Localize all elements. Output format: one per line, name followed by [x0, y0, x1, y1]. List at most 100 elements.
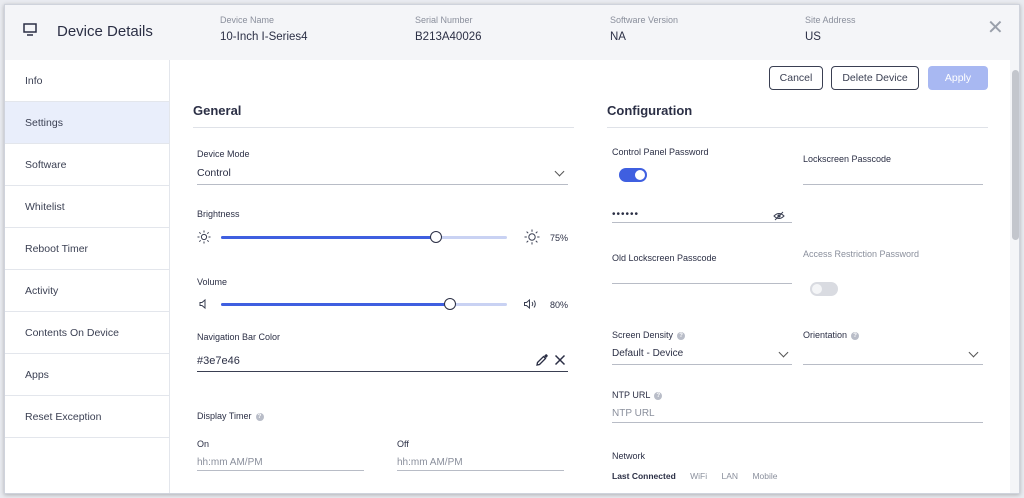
underline — [612, 222, 792, 223]
timer-on-input[interactable]: hh:mm AM/PM — [197, 457, 263, 468]
screen-density-label: Screen Density? — [612, 330, 686, 340]
chevron-down-icon[interactable] — [778, 347, 789, 358]
device-details-window: Device Details Device Name 10-Inch I-Ser… — [4, 4, 1020, 494]
header: Device Details Device Name 10-Inch I-Ser… — [5, 5, 1019, 60]
volume-slider-fill — [221, 303, 450, 306]
sidebar-item-contents-on-device[interactable]: Contents On Device — [5, 312, 169, 354]
volume-slider-handle[interactable] — [443, 298, 456, 310]
help-icon[interactable]: ? — [677, 331, 686, 340]
sidebar: Info Settings Software Whitelist Reboot … — [5, 60, 170, 493]
meta-site-address: Site Address US — [805, 15, 856, 43]
meta-label: Serial Number — [415, 15, 473, 25]
volume-low-icon — [198, 297, 210, 315]
device-mode-select[interactable]: Control — [197, 167, 231, 179]
configuration-section-title: Configuration — [607, 103, 693, 118]
scrollbar-thumb[interactable] — [1012, 70, 1019, 240]
network-tabs: Last Connected WiFi LAN Mobile — [612, 471, 789, 481]
divider — [607, 127, 988, 128]
chevron-down-icon[interactable] — [554, 166, 565, 177]
meta-software-version: Software Version NA — [610, 15, 678, 43]
control-panel-password-label: Control Panel Password — [612, 147, 709, 157]
underline — [197, 470, 364, 471]
underline — [197, 184, 568, 185]
brightness-slider-fill — [221, 236, 436, 239]
tab-mobile[interactable]: Mobile — [752, 471, 778, 481]
volume-value: 80% — [550, 300, 569, 310]
volume-label: Volume — [197, 277, 228, 287]
nav-bar-color-input[interactable]: #3e7e46 — [197, 355, 240, 367]
sidebar-item-activity[interactable]: Activity — [5, 270, 169, 312]
ntp-url-label-text: NTP URL — [612, 390, 651, 400]
divider — [193, 127, 574, 128]
sidebar-item-reboot-timer[interactable]: Reboot Timer — [5, 228, 169, 270]
ntp-url-input[interactable]: NTP URL — [612, 408, 655, 419]
sidebar-item-settings[interactable]: Settings — [5, 102, 169, 144]
meta-value: 10-Inch I-Series4 — [220, 31, 308, 43]
access-restriction-password-label: Access Restriction Password — [803, 249, 920, 259]
volume-high-icon — [523, 297, 539, 315]
volume-slider[interactable] — [221, 298, 507, 310]
tab-last-connected[interactable]: Last Connected — [612, 471, 676, 481]
help-icon[interactable]: ? — [851, 331, 860, 340]
control-panel-password-input[interactable]: •••••• — [612, 209, 640, 220]
page-title: Device Details — [57, 23, 153, 40]
clear-icon[interactable] — [554, 353, 566, 371]
nav-bar-color-label: Navigation Bar Color — [197, 332, 281, 342]
ntp-url-label: NTP URL? — [612, 390, 663, 400]
brightness-high-icon — [524, 229, 540, 250]
old-lockscreen-passcode-input[interactable] — [612, 283, 792, 284]
underline — [803, 364, 983, 365]
brightness-low-icon — [197, 230, 211, 249]
brightness-slider-handle[interactable] — [429, 231, 442, 243]
orientation-label: Orientation? — [803, 330, 860, 340]
brightness-label: Brightness — [197, 209, 240, 219]
sidebar-item-apps[interactable]: Apps — [5, 354, 169, 396]
access-restriction-toggle[interactable] — [810, 282, 838, 296]
timer-off-input[interactable]: hh:mm AM/PM — [397, 457, 463, 468]
close-icon[interactable]: ✕ — [987, 17, 1004, 39]
orientation-label-text: Orientation — [803, 330, 848, 340]
display-timer-label-text: Display Timer — [197, 411, 252, 421]
display-timer-label: Display Timer? — [197, 411, 264, 421]
help-icon[interactable]: ? — [255, 412, 264, 421]
underline — [612, 422, 983, 423]
network-label: Network — [612, 451, 646, 461]
meta-value: US — [805, 31, 821, 43]
meta-label: Site Address — [805, 15, 856, 25]
meta-label: Device Name — [220, 15, 275, 25]
scrollbar[interactable] — [1010, 60, 1019, 493]
meta-serial-number: Serial Number B213A40026 — [415, 15, 482, 43]
cancel-button[interactable]: Cancel — [769, 66, 823, 90]
lockscreen-passcode-label: Lockscreen Passcode — [803, 154, 892, 164]
toggle-knob — [812, 284, 822, 294]
brightness-slider[interactable] — [221, 231, 507, 243]
screen-density-label-text: Screen Density — [612, 330, 674, 340]
tab-lan[interactable]: LAN — [721, 471, 739, 481]
screen-density-select[interactable]: Default - Device — [612, 348, 684, 359]
help-icon[interactable]: ? — [654, 391, 663, 400]
chevron-down-icon[interactable] — [968, 347, 979, 358]
meta-label: Software Version — [610, 15, 679, 25]
delete-device-button[interactable]: Delete Device — [831, 66, 919, 90]
tab-wifi[interactable]: WiFi — [690, 471, 708, 481]
timer-off-label: Off — [397, 439, 409, 449]
monitor-icon — [23, 23, 37, 41]
underline — [397, 470, 564, 471]
meta-value: NA — [610, 31, 626, 43]
eyedropper-icon[interactable] — [535, 353, 549, 372]
sidebar-item-whitelist[interactable]: Whitelist — [5, 186, 169, 228]
timer-on-label: On — [197, 439, 210, 449]
meta-device-name: Device Name 10-Inch I-Series4 — [220, 15, 308, 43]
old-lockscreen-passcode-label: Old Lockscreen Passcode — [612, 253, 717, 263]
eye-off-icon[interactable] — [773, 208, 785, 226]
sidebar-item-reset-exception[interactable]: Reset Exception — [5, 396, 169, 438]
sidebar-item-info[interactable]: Info — [5, 60, 169, 102]
brightness-value: 75% — [550, 233, 569, 243]
underline — [197, 371, 568, 372]
general-section-title: General — [193, 103, 242, 118]
device-mode-label: Device Mode — [197, 149, 250, 159]
sidebar-item-software[interactable]: Software — [5, 144, 169, 186]
control-panel-password-toggle[interactable] — [619, 168, 647, 182]
lockscreen-passcode-input[interactable] — [803, 184, 983, 185]
apply-button[interactable]: Apply — [928, 66, 988, 90]
